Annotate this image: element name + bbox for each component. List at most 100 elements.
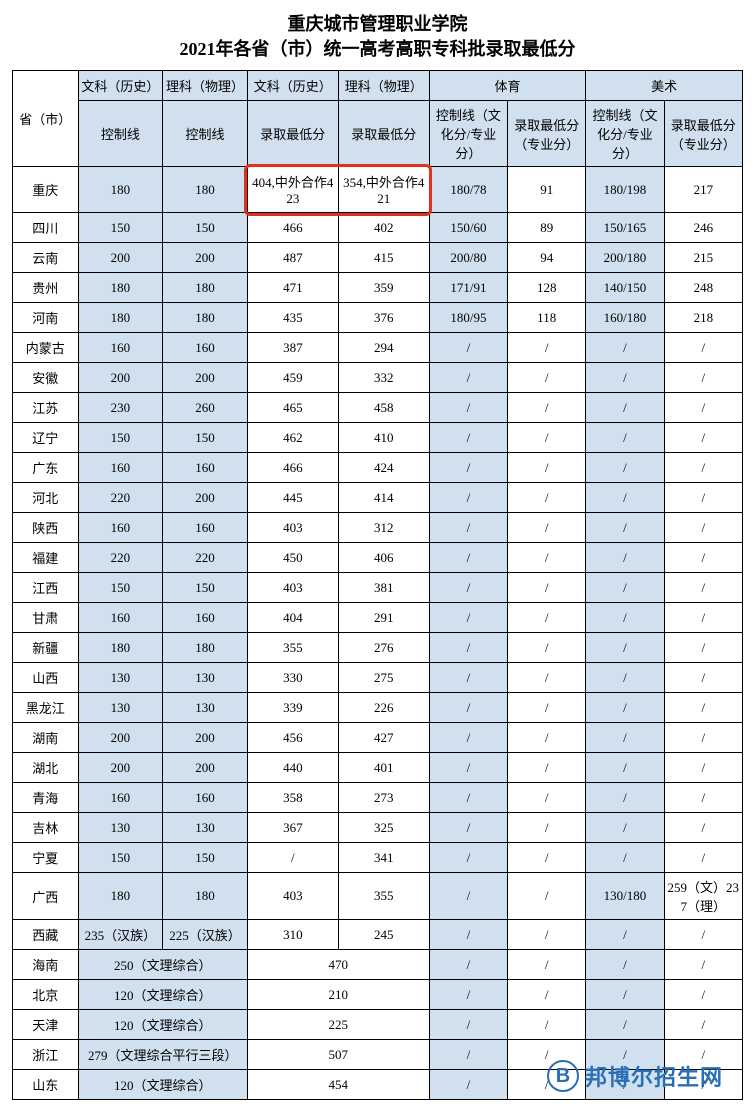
cell: / xyxy=(429,693,507,723)
cell: 225 xyxy=(247,1010,429,1040)
cell: 225（汉族） xyxy=(163,920,248,950)
table-row: 湖南200200456427//// xyxy=(13,723,743,753)
cell: 465 xyxy=(247,393,338,423)
cell: / xyxy=(247,843,338,873)
cell: 海南 xyxy=(13,950,79,980)
table-row: 青海160160358273//// xyxy=(13,783,743,813)
cell: / xyxy=(586,393,664,423)
table-row: 江苏230260465458//// xyxy=(13,393,743,423)
cell: 130 xyxy=(78,813,163,843)
cell: 260 xyxy=(163,393,248,423)
cell: 河南 xyxy=(13,303,79,333)
table-body: 重庆180180404,中外合作423354,中外合作421180/789118… xyxy=(13,167,743,1100)
cell: / xyxy=(508,920,586,950)
cell: 180 xyxy=(78,633,163,663)
cell: 150 xyxy=(78,423,163,453)
cell: / xyxy=(429,723,507,753)
cell: 210 xyxy=(247,980,429,1010)
cell: / xyxy=(586,843,664,873)
table-row: 江西150150403381//// xyxy=(13,573,743,603)
cell: 120（文理综合） xyxy=(78,980,247,1010)
cell: 浙江 xyxy=(13,1040,79,1070)
cell: 358 xyxy=(247,783,338,813)
cell: / xyxy=(429,1010,507,1040)
cell: 354,中外合作421 xyxy=(338,167,429,213)
cell: 200 xyxy=(163,363,248,393)
cell: 辽宁 xyxy=(13,423,79,453)
cell: / xyxy=(664,813,742,843)
cell: 466 xyxy=(247,453,338,483)
cell: 276 xyxy=(338,633,429,663)
cell: 401 xyxy=(338,753,429,783)
cell: 200 xyxy=(78,243,163,273)
cell: / xyxy=(664,333,742,363)
th-wen2: 文科（历史） xyxy=(247,71,338,101)
cell: / xyxy=(508,843,586,873)
cell: 200/180 xyxy=(586,243,664,273)
cell: / xyxy=(586,543,664,573)
cell: 200/80 xyxy=(429,243,507,273)
cell: / xyxy=(429,423,507,453)
cell: 355 xyxy=(247,633,338,663)
cell: 云南 xyxy=(13,243,79,273)
cell: / xyxy=(429,1040,507,1070)
table-row: 重庆180180404,中外合作423354,中外合作421180/789118… xyxy=(13,167,743,213)
cell: / xyxy=(429,573,507,603)
cell: 160 xyxy=(163,333,248,363)
table-row: 天津120（文理综合）225//// xyxy=(13,1010,743,1040)
cell: / xyxy=(508,873,586,920)
cell: / xyxy=(586,950,664,980)
cell: 180/95 xyxy=(429,303,507,333)
cell: 220 xyxy=(163,543,248,573)
cell: 414 xyxy=(338,483,429,513)
cell: 250（文理综合） xyxy=(78,950,247,980)
cell: 220 xyxy=(78,543,163,573)
cell: / xyxy=(586,483,664,513)
cell: 160 xyxy=(163,783,248,813)
cell: / xyxy=(429,813,507,843)
cell: 江苏 xyxy=(13,393,79,423)
cell: 山东 xyxy=(13,1070,79,1100)
cell: / xyxy=(508,693,586,723)
cell: 403 xyxy=(247,513,338,543)
cell: / xyxy=(429,980,507,1010)
cell: / xyxy=(429,333,507,363)
cell: 200 xyxy=(78,363,163,393)
cell: 180/78 xyxy=(429,167,507,213)
cell: / xyxy=(508,783,586,813)
table-row: 云南200200487415200/8094200/180215 xyxy=(13,243,743,273)
cell: / xyxy=(429,873,507,920)
cell: 454 xyxy=(247,1070,429,1100)
cell: 427 xyxy=(338,723,429,753)
cell: / xyxy=(586,603,664,633)
table-row: 辽宁150150462410//// xyxy=(13,423,743,453)
cell: 200 xyxy=(78,723,163,753)
cell: / xyxy=(586,453,664,483)
cell: / xyxy=(508,1010,586,1040)
cell: 91 xyxy=(508,167,586,213)
cell: / xyxy=(429,363,507,393)
table-row: 福建220220450406//// xyxy=(13,543,743,573)
cell: 410 xyxy=(338,423,429,453)
table-row: 贵州180180471359171/91128140/150248 xyxy=(13,273,743,303)
cell: / xyxy=(429,663,507,693)
cell: / xyxy=(508,483,586,513)
cell: 470 xyxy=(247,950,429,980)
cell: / xyxy=(664,693,742,723)
cell: / xyxy=(664,633,742,663)
cell: / xyxy=(429,920,507,950)
cell: 150 xyxy=(78,843,163,873)
cell: 424 xyxy=(338,453,429,483)
cell: / xyxy=(508,753,586,783)
cell: / xyxy=(429,483,507,513)
cell: / xyxy=(664,543,742,573)
table-row: 山西130130330275//// xyxy=(13,663,743,693)
cell: 北京 xyxy=(13,980,79,1010)
cell: 福建 xyxy=(13,543,79,573)
th-ctrl2: 控制线 xyxy=(163,101,248,167)
cell: 180 xyxy=(163,873,248,920)
cell: 291 xyxy=(338,603,429,633)
cell: 248 xyxy=(664,273,742,303)
table-row: 海南250（文理综合）470//// xyxy=(13,950,743,980)
title-block: 重庆城市管理职业学院 2021年各省（市）统一高考高职专科批录取最低分 xyxy=(12,12,743,62)
